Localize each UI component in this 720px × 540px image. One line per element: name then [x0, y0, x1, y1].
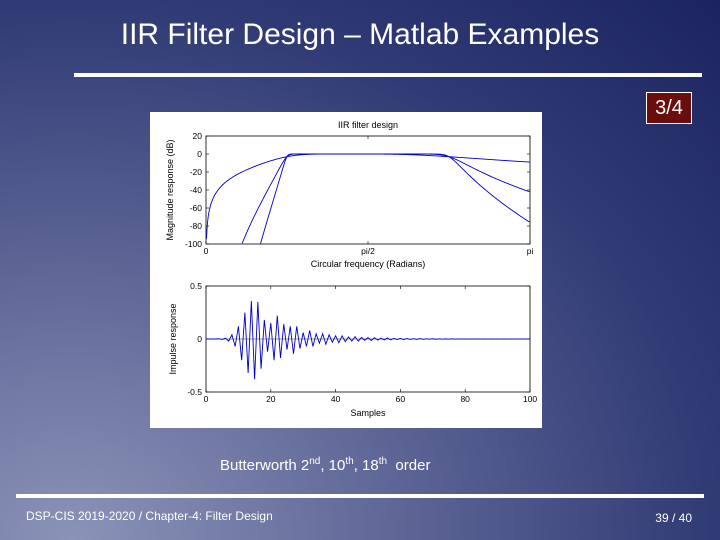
y-tick-label: 20 [193, 131, 203, 141]
x-tick-label: 0 [204, 394, 209, 404]
magnitude-curve-order-18 [260, 153, 530, 244]
x-tick-label: 80 [460, 394, 470, 404]
title-divider [74, 73, 702, 77]
y-tick-label: -60 [190, 203, 203, 213]
impulse-response-line [206, 300, 531, 380]
x-tick-label: 0 [204, 246, 209, 256]
y-tick-label: 0.5 [190, 281, 202, 291]
figure-caption: Butterworth 2nd, 10th, 18th order [220, 456, 430, 474]
magnitude-plot-ticks: 0 pi/2 pi 20 0 -20 -40 -60 -80 -100 [185, 131, 533, 256]
impulse-plot-ylabel: Impulse response [168, 303, 178, 374]
x-tick-label: pi [527, 246, 534, 256]
magnitude-plot-lines [206, 153, 530, 244]
x-tick-label: 40 [331, 394, 341, 404]
x-tick-label: 60 [396, 394, 406, 404]
x-tick-label: 20 [266, 394, 276, 404]
y-tick-label: 0 [197, 149, 202, 159]
y-tick-label: -20 [190, 167, 203, 177]
magnitude-response-plot: IIR filter design Circular frequency (Ra… [165, 120, 533, 269]
caption-sup-th-2: th [378, 456, 388, 467]
matlab-figure: IIR filter design Circular frequency (Ra… [150, 112, 542, 428]
impulse-response-plot: Samples Impulse response 0 20 40 60 80 100 0.5… [168, 281, 537, 418]
page-badge: 3/4 [646, 92, 692, 124]
magnitude-plot-xlabel: Circular frequency (Radians) [311, 259, 426, 269]
slide-title: IIR Filter Design – Matlab Examples [120, 18, 600, 51]
magnitude-plot-ylabel: Magnitude response (dB) [165, 139, 175, 240]
caption-tail: order [387, 457, 431, 474]
y-tick-label: -0.5 [187, 387, 202, 397]
y-tick-label: 0 [197, 334, 202, 344]
caption-mid-2: , 18 [353, 457, 379, 474]
x-tick-label: 100 [523, 394, 537, 404]
footer-divider [16, 494, 704, 498]
x-tick-label: pi/2 [361, 246, 375, 256]
impulse-plot-xlabel: Samples [350, 408, 386, 418]
caption-text: Butterworth 2 [220, 457, 310, 474]
magnitude-plot-title: IIR filter design [338, 120, 398, 130]
magnitude-plot-frame [205, 135, 531, 245]
figure-canvas: IIR filter design Circular frequency (Ra… [165, 120, 537, 418]
caption-sup-nd: nd [309, 456, 321, 467]
magnitude-curve-order-2 [206, 153, 530, 239]
y-tick-label: -80 [190, 221, 203, 231]
magnitude-curve-order-10 [241, 153, 530, 244]
impulse-plot-lines [206, 300, 531, 380]
caption-mid-1: , 10 [320, 457, 346, 474]
caption-sup-th-1: th [345, 456, 354, 467]
footer-course-info: DSP-CIS 2019-2020 / Chapter-4: Filter De… [26, 509, 273, 523]
y-tick-label: -100 [185, 239, 202, 249]
footer-page-number: 39 / 40 [655, 511, 692, 525]
y-tick-label: -40 [190, 185, 203, 195]
